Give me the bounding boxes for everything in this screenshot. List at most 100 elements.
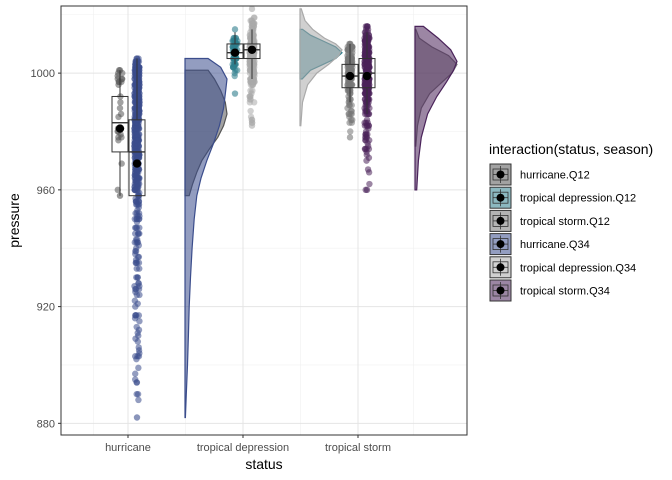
boxplot-overlay-layer	[111, 29, 376, 197]
data-point	[229, 37, 236, 45]
data-point	[132, 370, 139, 377]
panel-border	[60, 5, 468, 436]
data-point	[118, 160, 125, 167]
legend-label: tropical storm.Q12	[520, 216, 610, 228]
data-point	[135, 183, 142, 191]
legend-title: interaction(status, season)	[489, 141, 653, 157]
mean-point	[115, 124, 125, 133]
data-point	[345, 93, 352, 100]
data-point	[114, 186, 121, 194]
data-point	[136, 282, 143, 290]
y-tick-label: 880	[37, 418, 55, 430]
mean-point	[362, 71, 372, 81]
data-point	[362, 131, 369, 138]
legend-item: tropical storm.Q34	[489, 279, 610, 302]
legend-label: tropical depression.Q12	[520, 193, 636, 205]
data-point	[362, 29, 369, 36]
density-curve	[299, 8, 343, 127]
data-point	[117, 131, 124, 138]
legend-key-mean	[496, 170, 505, 179]
boxplot-box	[111, 95, 129, 153]
legend-label: hurricane.Q34	[520, 239, 590, 251]
data-point	[251, 69, 258, 77]
data-point	[135, 364, 142, 372]
data-point	[365, 122, 372, 129]
data-point	[347, 67, 354, 74]
data-point	[133, 390, 140, 398]
data-point	[135, 326, 143, 334]
data-point	[132, 236, 140, 243]
legend-item: tropical storm.Q12	[489, 209, 610, 232]
data-point	[135, 195, 142, 202]
data-point	[248, 5, 256, 13]
data-point	[134, 67, 142, 74]
mean-point	[345, 71, 355, 81]
legend-items: hurricane.Q12 tropical depression.Q12 trop…	[489, 163, 636, 302]
data-point	[136, 317, 143, 325]
data-point	[248, 122, 256, 129]
data-point	[132, 224, 140, 231]
data-point	[364, 166, 372, 173]
y-tick-label: 960	[37, 185, 55, 197]
data-point	[365, 145, 373, 153]
plot-panel	[60, 5, 468, 436]
mean-point	[132, 159, 142, 168]
y-axis-title: pressure	[6, 193, 22, 248]
mean-point	[247, 45, 257, 54]
data-point	[344, 81, 351, 88]
data-point	[134, 119, 141, 126]
boxplot	[128, 58, 146, 197]
y-axis: 880 920 960 1000	[31, 68, 61, 430]
mean-point	[230, 48, 240, 57]
boxplot-box	[226, 43, 244, 60]
legend-item: tropical depression.Q34	[489, 256, 636, 279]
data-point	[116, 104, 124, 112]
data-point	[135, 87, 142, 94]
data-point	[134, 172, 141, 179]
data-point	[136, 93, 143, 100]
data-point	[363, 64, 370, 71]
boxplot-box	[128, 119, 146, 197]
data-point	[133, 414, 141, 421]
data-point	[365, 78, 372, 86]
legend-key-mean	[496, 240, 505, 249]
data-point	[249, 26, 257, 33]
data-point	[251, 14, 258, 21]
density-curve	[184, 57, 228, 419]
data-point	[132, 247, 139, 255]
data-point	[250, 20, 258, 27]
data-point	[346, 134, 354, 141]
data-point	[347, 116, 355, 124]
data-point	[133, 312, 140, 319]
data-point	[366, 180, 373, 188]
data-point	[133, 274, 140, 281]
data-point	[247, 52, 254, 59]
data-point	[117, 99, 124, 106]
data-point	[362, 52, 370, 59]
y-tick-label: 1000	[31, 68, 55, 80]
data-point	[136, 265, 143, 272]
data-point	[115, 137, 122, 144]
legend: interaction(status, season) hurricane.Q1…	[489, 141, 653, 302]
data-point	[131, 376, 139, 383]
legend-label: tropical depression.Q34	[520, 262, 636, 274]
data-point	[135, 215, 143, 223]
boxplot	[111, 70, 129, 196]
data-point	[247, 107, 254, 115]
x-axis-title: status	[245, 456, 282, 472]
data-point	[134, 338, 142, 345]
data-point	[363, 23, 371, 30]
data-point	[348, 107, 355, 115]
legend-item: hurricane.Q34	[489, 233, 590, 256]
data-point	[231, 90, 239, 97]
data-point	[135, 125, 143, 132]
data-point	[117, 110, 125, 118]
legend-item: tropical depression.Q12	[489, 186, 636, 209]
legend-key-mean	[496, 193, 505, 202]
data-point	[135, 154, 142, 161]
legend-label: hurricane.Q12	[520, 170, 590, 182]
data-point	[132, 256, 140, 264]
data-point	[346, 99, 353, 106]
panel-background	[61, 6, 467, 435]
